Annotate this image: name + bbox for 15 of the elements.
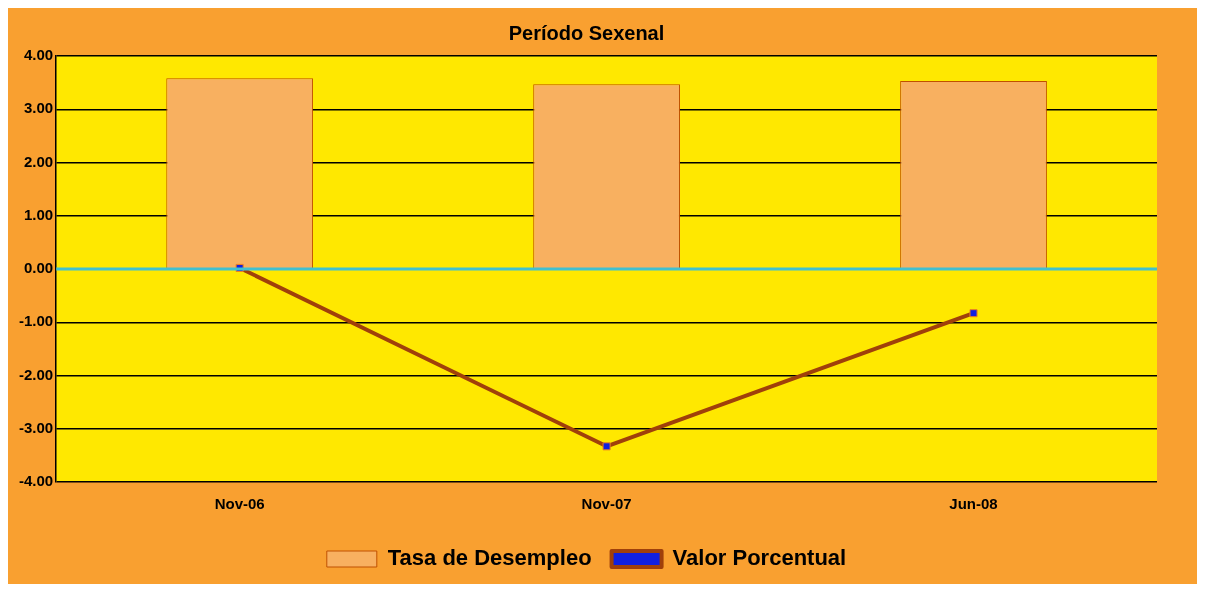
y-tick-label: 2.00: [23, 152, 54, 170]
y-tick-label: -2.00: [18, 365, 54, 383]
legend-label: Tasa de Desempleo: [387, 545, 592, 571]
y-tick-label: -4.00: [18, 472, 54, 490]
y-tick-label: 1.00: [23, 205, 54, 223]
x-tick-label: Jun-08: [949, 495, 998, 513]
chart-title: Período Sexenal: [508, 21, 665, 44]
y-tick-label: -1.00: [18, 312, 54, 330]
y-tick-label: -3.00: [18, 418, 54, 436]
y-tick-label: 4.00: [23, 46, 54, 64]
x-tick-label: Nov-07: [581, 495, 632, 513]
y-tick-label: 3.00: [23, 99, 54, 117]
legend-label: Valor Porcentual: [672, 545, 847, 571]
y-tick-label: 0.00: [23, 259, 54, 277]
x-tick-label: Nov-06: [214, 495, 265, 513]
